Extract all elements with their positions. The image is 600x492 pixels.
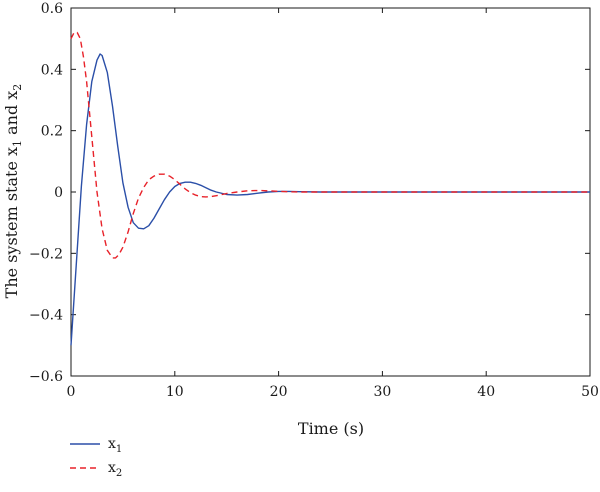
y-tick-label: 0.2 xyxy=(41,124,63,140)
y-tick-label: 0.4 xyxy=(41,62,63,78)
x-tick-label: 50 xyxy=(581,384,599,400)
x-tick-label: 30 xyxy=(373,384,391,400)
legend-label-x1: x1 xyxy=(108,436,122,455)
y-tick-label: −0.6 xyxy=(29,369,63,385)
x-tick-label: 0 xyxy=(67,384,76,400)
y-tick-label: −0.4 xyxy=(29,308,63,324)
x-tick-label: 40 xyxy=(477,384,495,400)
legend-label-x2: x2 xyxy=(108,460,122,479)
y-tick-label: −0.2 xyxy=(29,246,63,262)
series-line-x1 xyxy=(70,53,590,346)
x-tick-label: 20 xyxy=(270,384,288,400)
series-line-x2 xyxy=(70,31,590,259)
y-tick-label: 0.6 xyxy=(41,1,63,17)
y-axis-title: The system state x1 and x2 xyxy=(2,84,24,299)
ticks: 0 10 20 30 40 50 −0.6 −0.4 −0.2 0 0.2 0.4 0.6 xyxy=(29,1,599,400)
series-lines xyxy=(70,31,590,346)
x-axis-title: Time (s) xyxy=(298,419,364,438)
y-tick-label: 0 xyxy=(54,185,63,201)
x-tick-label: 10 xyxy=(166,384,184,400)
